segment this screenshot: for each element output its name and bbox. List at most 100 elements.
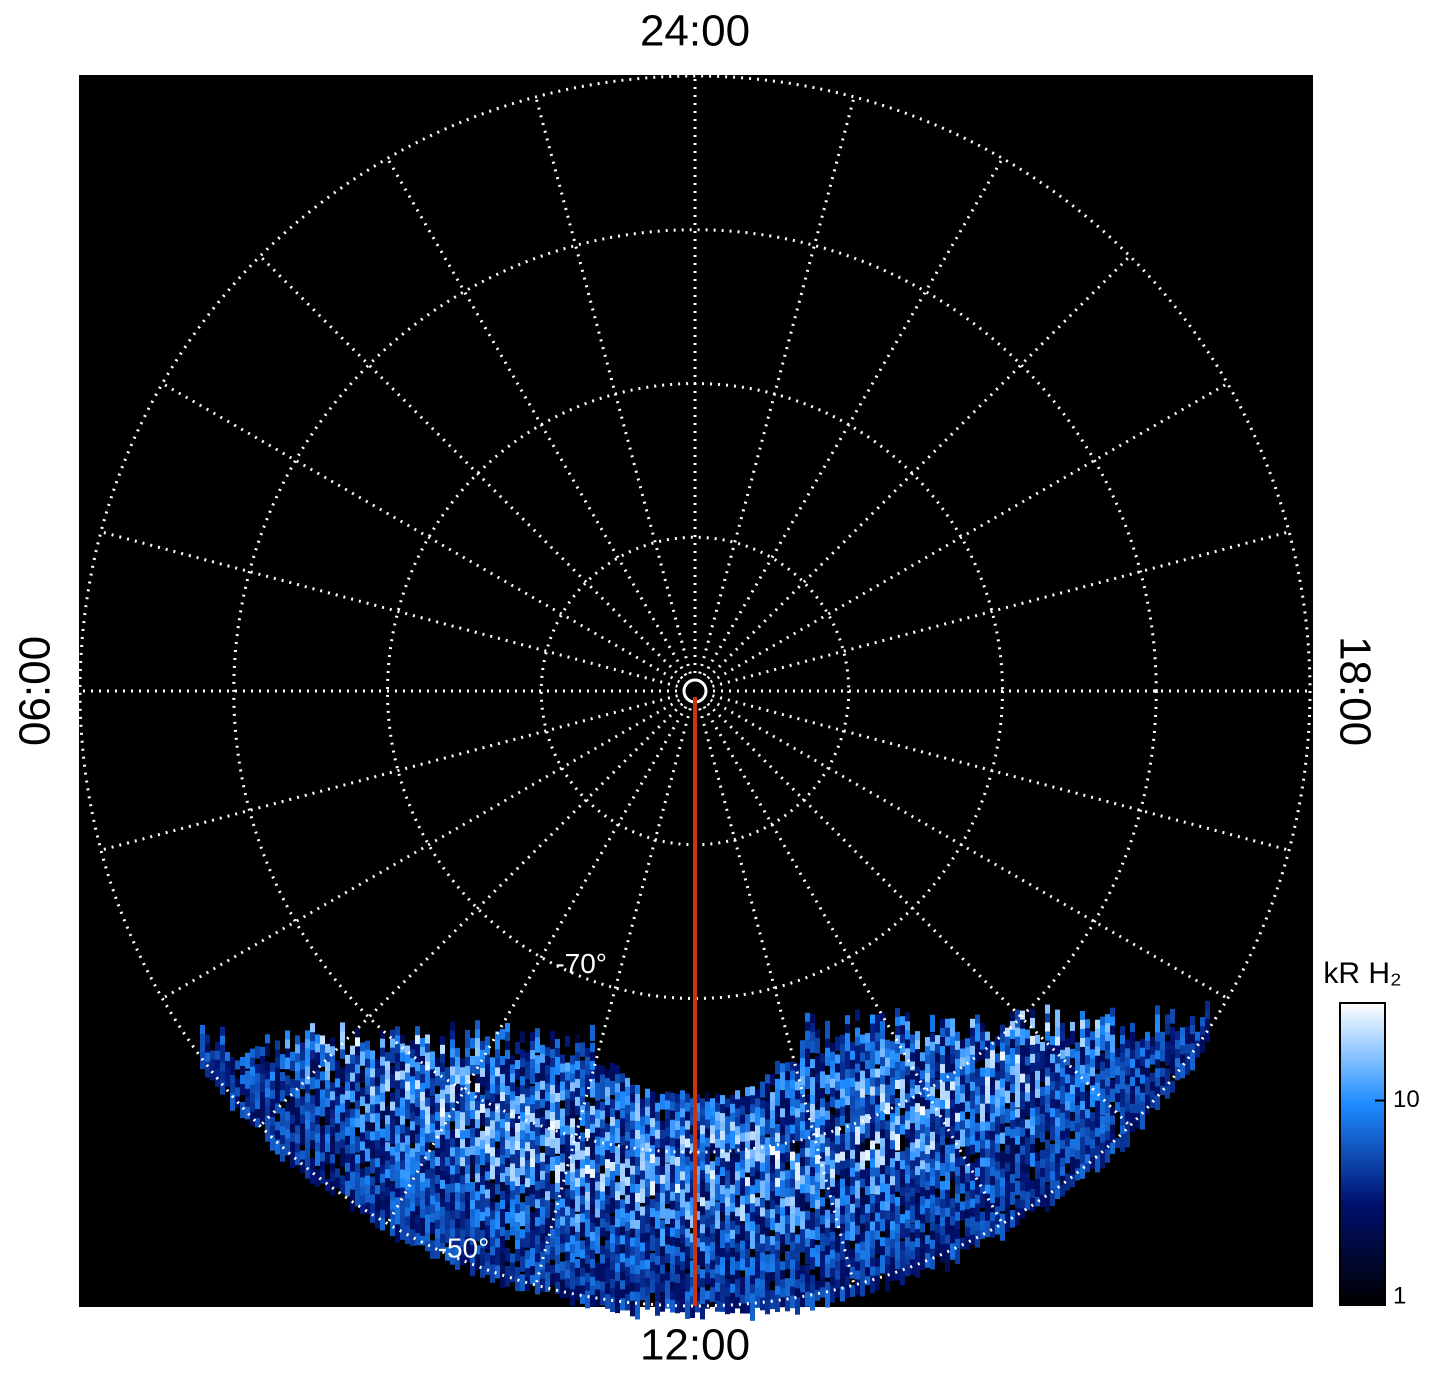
emission-pixel xyxy=(1055,1081,1060,1099)
emission-pixel xyxy=(870,1032,875,1046)
emission-pixel xyxy=(660,1201,665,1219)
emission-pixel xyxy=(615,1245,620,1263)
emission-pixel xyxy=(895,1016,900,1029)
emission-pixel xyxy=(565,1098,570,1116)
emission-pixel xyxy=(805,1273,810,1284)
emission-pixel xyxy=(870,1257,875,1274)
emission-pixel xyxy=(930,1194,935,1208)
emission-pixel xyxy=(1085,1127,1090,1142)
emission-pixel xyxy=(880,1147,885,1158)
emission-pixel xyxy=(775,1276,780,1293)
emission-pixel xyxy=(810,1221,815,1239)
emission-pixel xyxy=(355,1154,360,1172)
emission-pixel xyxy=(715,1183,720,1201)
emission-pixel xyxy=(570,1172,575,1189)
emission-pixel xyxy=(405,1135,410,1154)
emission-pixel xyxy=(1135,1077,1140,1087)
emission-pixel xyxy=(380,1155,385,1170)
emission-pixel xyxy=(360,1087,365,1104)
emission-pixel xyxy=(915,1265,920,1278)
emission-pixel xyxy=(495,1094,500,1104)
emission-pixel xyxy=(610,1269,615,1285)
emission-pixel xyxy=(855,1126,860,1138)
emission-pixel xyxy=(895,1007,900,1018)
emission-pixel xyxy=(675,1255,680,1273)
emission-pixel xyxy=(675,1120,680,1133)
emission-pixel xyxy=(760,1135,765,1145)
emission-pixel xyxy=(515,1150,520,1168)
emission-pixel xyxy=(795,1126,800,1142)
emission-pixel xyxy=(560,1243,565,1253)
emission-pixel xyxy=(940,1145,945,1155)
emission-pixel xyxy=(480,1229,485,1244)
emission-pixel xyxy=(640,1251,645,1264)
emission-pixel xyxy=(525,1142,530,1159)
emission-pixel xyxy=(630,1111,635,1124)
emission-pixel xyxy=(890,1140,895,1152)
emission-pixel xyxy=(355,1091,360,1105)
emission-pixel xyxy=(565,1188,570,1205)
emission-pixel xyxy=(1125,1093,1130,1107)
emission-pixel xyxy=(995,1215,1000,1230)
emission-pixel xyxy=(1110,1133,1115,1151)
emission-pixel xyxy=(1040,1185,1045,1196)
emission-pixel xyxy=(765,1263,770,1280)
emission-pixel xyxy=(975,1140,980,1153)
emission-pixel xyxy=(1075,1087,1080,1105)
emission-pixel xyxy=(810,1059,815,1074)
emission-pixel xyxy=(620,1280,625,1298)
emission-pixel xyxy=(1005,1063,1010,1080)
emission-pixel xyxy=(345,1063,350,1074)
emission-pixel xyxy=(775,1222,780,1240)
emission-pixel xyxy=(815,1280,820,1296)
emission-pixel xyxy=(830,1132,835,1146)
emission-pixel xyxy=(680,1153,685,1167)
emission-pixel xyxy=(290,1060,295,1072)
emission-pixel xyxy=(910,1079,915,1096)
emission-pixel xyxy=(1165,1023,1170,1035)
emission-pixel xyxy=(470,1091,475,1102)
emission-pixel xyxy=(495,1130,500,1142)
emission-pixel xyxy=(985,1031,990,1044)
emission-pixel xyxy=(460,1112,465,1125)
emission-pixel xyxy=(590,1258,595,1271)
emission-pixel xyxy=(875,1086,880,1102)
emission-pixel xyxy=(490,1111,495,1125)
emission-pixel xyxy=(625,1167,630,1186)
emission-pixel xyxy=(885,1183,890,1203)
emission-pixel xyxy=(945,1243,950,1256)
emission-pixel xyxy=(1130,1040,1135,1057)
emission-pixel xyxy=(715,1291,720,1305)
emission-pixel xyxy=(1020,1100,1025,1112)
emission-pixel xyxy=(940,1136,945,1149)
emission-pixel xyxy=(695,1247,700,1265)
emission-pixel xyxy=(275,1085,280,1104)
emission-pixel xyxy=(715,1246,720,1257)
emission-pixel xyxy=(1150,1090,1155,1109)
emission-pixel xyxy=(635,1219,640,1231)
emission-pixel xyxy=(900,1205,905,1216)
emission-pixel xyxy=(630,1282,635,1295)
emission-pixel xyxy=(915,1058,920,1073)
emission-pixel xyxy=(640,1152,645,1171)
emission-pixel xyxy=(1080,1010,1085,1027)
emission-pixel xyxy=(500,1182,505,1195)
emission-pixel xyxy=(970,1207,975,1221)
emission-pixel xyxy=(765,1272,770,1285)
emission-pixel xyxy=(595,1226,600,1242)
emission-pixel xyxy=(455,1110,460,1127)
emission-pixel xyxy=(695,1094,700,1107)
emission-pixel xyxy=(305,1102,310,1114)
emission-pixel xyxy=(215,1041,220,1057)
emission-pixel xyxy=(830,1042,835,1059)
emission-pixel xyxy=(490,1237,495,1250)
emission-pixel xyxy=(905,1174,910,1186)
emission-pixel xyxy=(240,1074,245,1091)
meridian xyxy=(534,707,692,1286)
emission-pixel xyxy=(225,1060,230,1074)
emission-pixel xyxy=(560,1288,565,1299)
emission-pixel xyxy=(665,1226,670,1239)
emission-pixel xyxy=(930,1050,935,1067)
emission-pixel xyxy=(515,1114,520,1125)
emission-pixel xyxy=(975,1086,980,1104)
